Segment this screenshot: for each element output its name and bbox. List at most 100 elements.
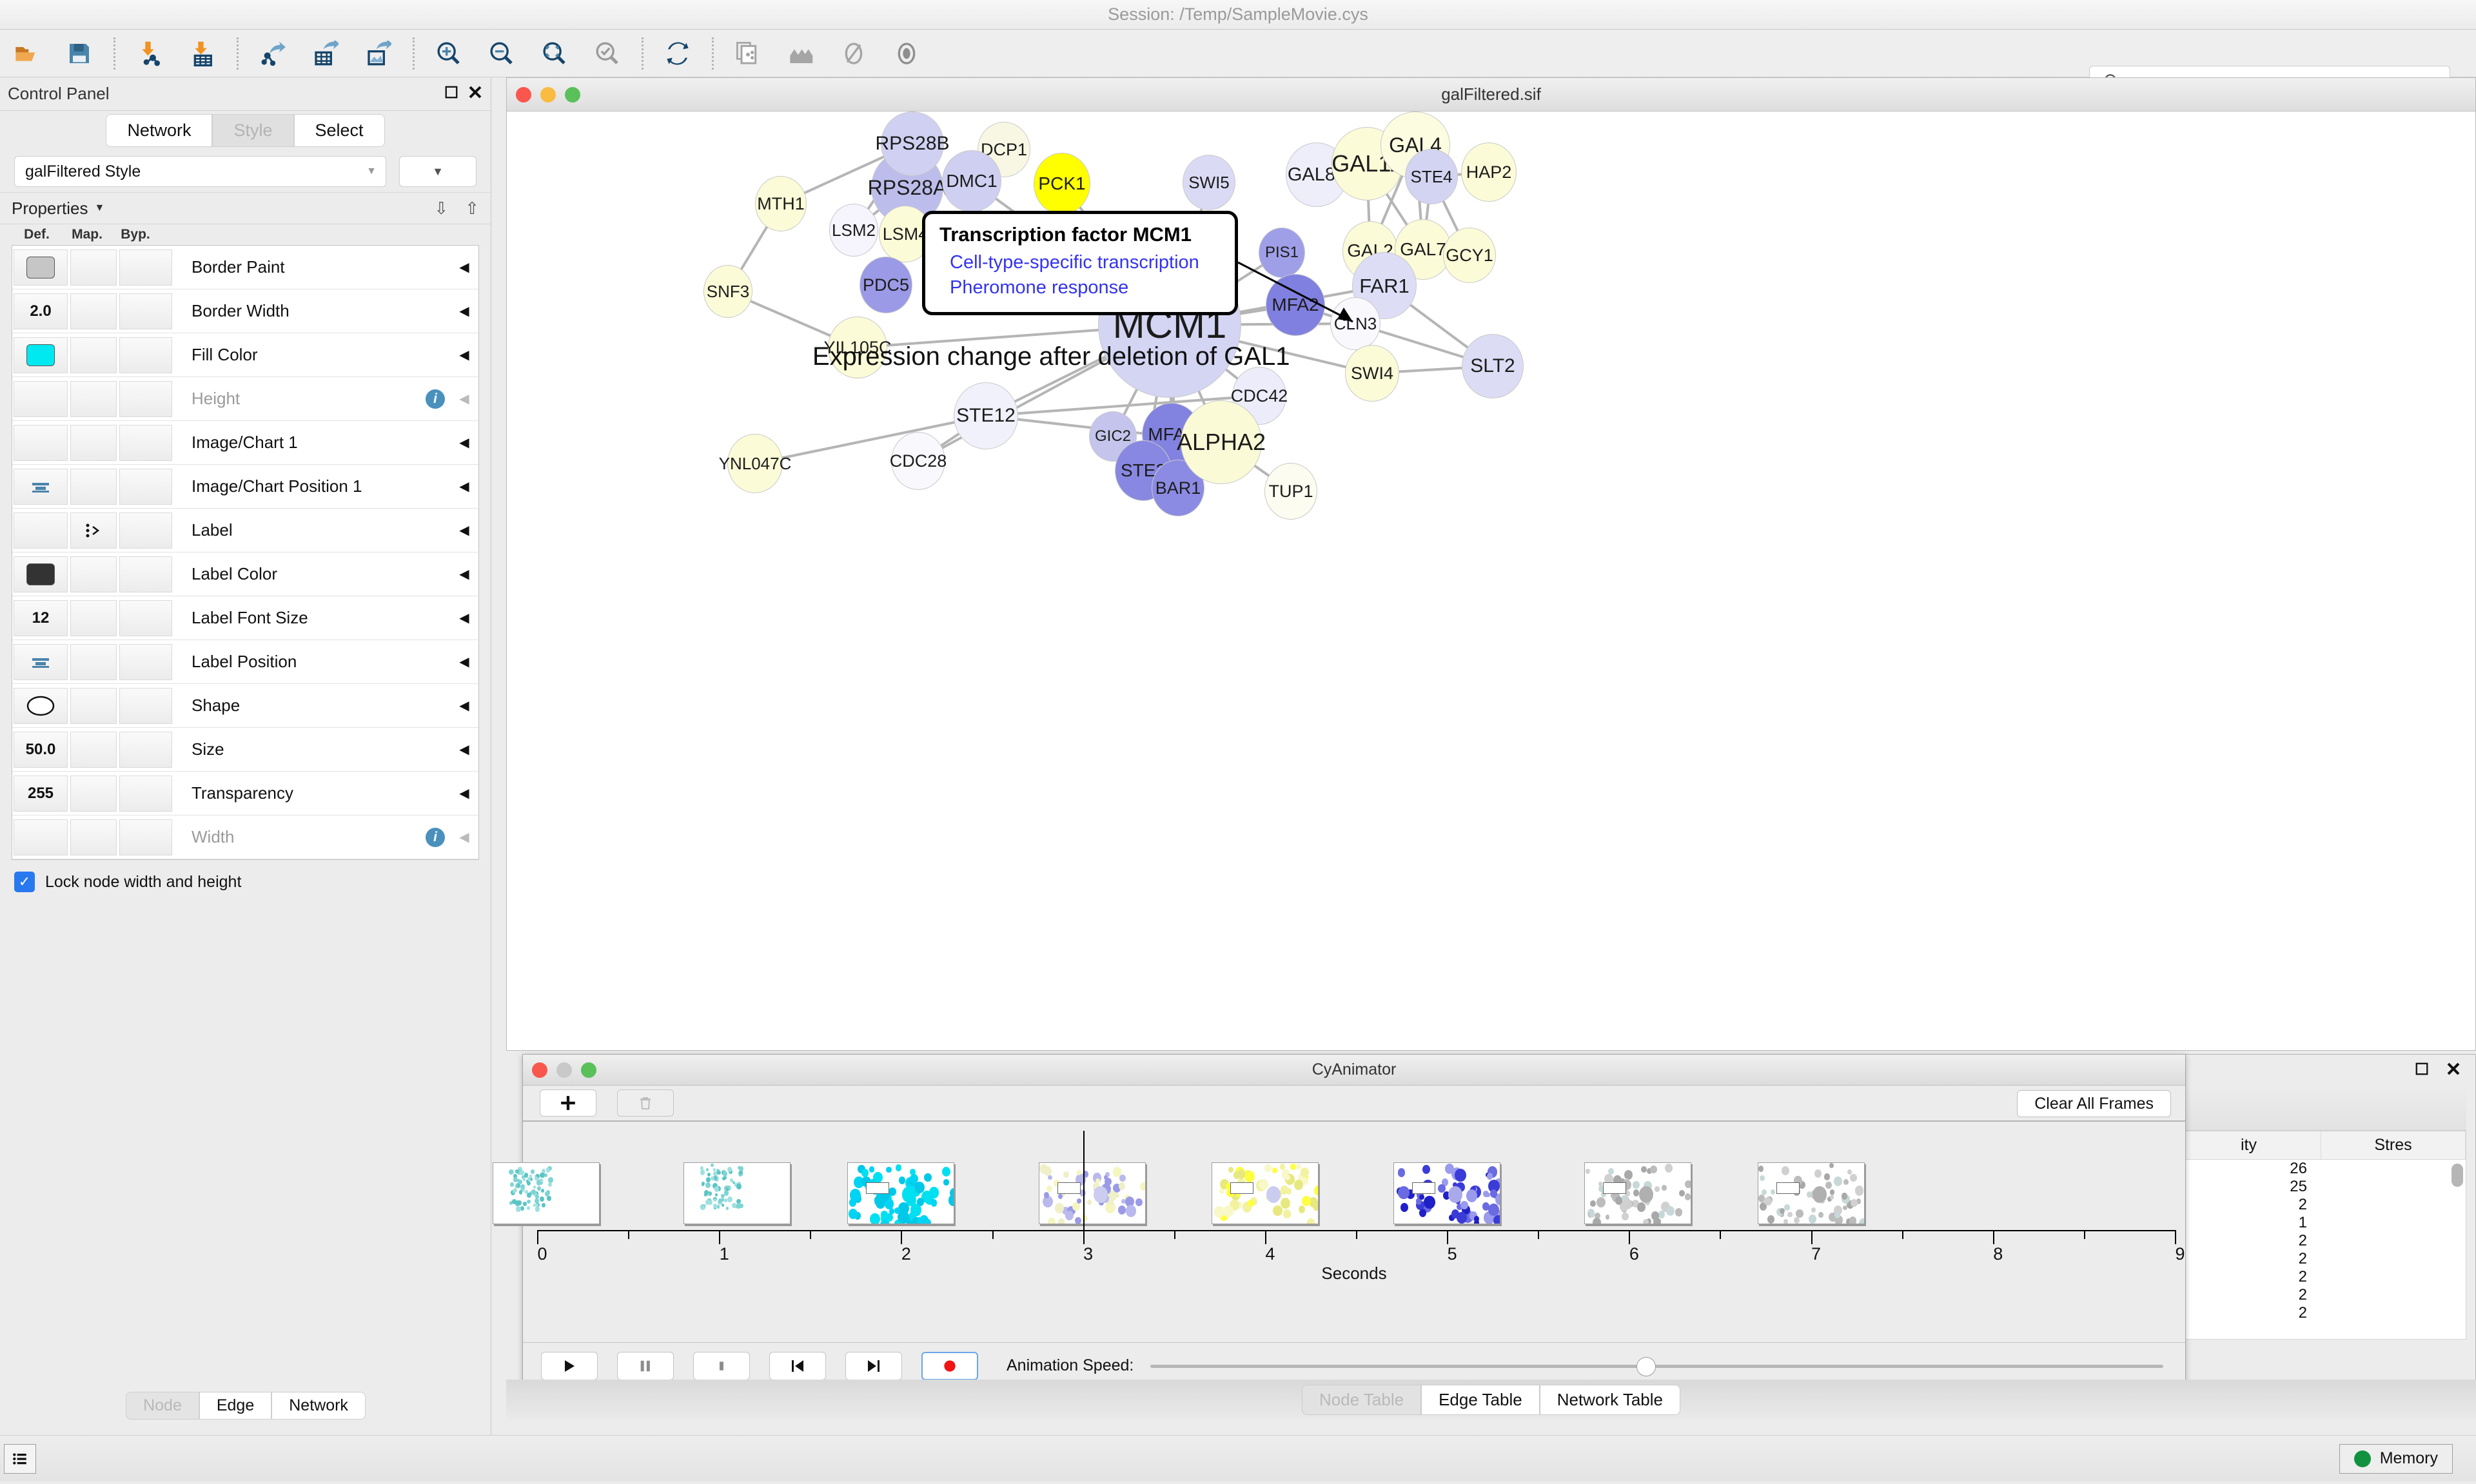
network-node[interactable]: ALPHA2 [1177,400,1266,484]
property-bypass-cell[interactable] [119,600,172,636]
property-row[interactable]: Shape ◀ [12,684,478,728]
frame-thumbnail[interactable] [493,1162,600,1224]
table-row[interactable]: 26 [2177,1160,2466,1178]
property-bypass-cell[interactable] [119,468,172,505]
network-node[interactable]: RPS28B [875,112,950,176]
table-row[interactable]: 2 [2177,1304,2466,1322]
table-row[interactable]: 2 [2177,1232,2466,1250]
property-mapping-cell[interactable] [70,775,117,812]
collapse-all-icon[interactable]: ⇧ [465,198,479,218]
maximize-window-button[interactable] [565,86,580,103]
pause-button[interactable] [617,1351,674,1380]
frame-thumbnail[interactable] [683,1162,791,1224]
hide-selected-icon[interactable] [827,32,880,75]
network-node[interactable]: HAP2 [1461,142,1517,202]
property-row[interactable]: Label Color ◀ [12,552,478,596]
property-row[interactable]: Border Paint ◀ [12,246,478,289]
property-bypass-cell[interactable] [119,819,172,855]
tab-network-style[interactable]: Network [271,1392,366,1420]
frame-thumbnail[interactable] [847,1162,955,1224]
style-options-menu-button[interactable]: ▼ [399,156,477,187]
frame-thumbnail[interactable] [1757,1162,1865,1224]
property-row[interactable]: Label Position ◀ [12,640,478,684]
property-row[interactable]: Width i ◀ [12,815,478,859]
expand-arrow-icon[interactable]: ◀ [459,523,469,538]
group-nodes-icon[interactable] [774,32,827,75]
property-row[interactable]: 2.0 Border Width ◀ [12,289,478,333]
network-node[interactable]: SWI4 [1345,345,1399,402]
property-row[interactable]: Label ◀ [12,509,478,552]
network-node[interactable]: MTH1 [755,176,807,231]
table-row[interactable]: 1 [2177,1214,2466,1232]
table-panel-grid[interactable]: ity Stres 26 25 2 1 2 2 2 2 2 [2176,1131,2466,1340]
color-swatch[interactable] [26,563,55,585]
property-bypass-cell[interactable] [119,337,172,373]
table-scrollbar-thumb[interactable] [2451,1164,2463,1187]
fit-selected-icon[interactable] [528,32,581,75]
property-default-cell[interactable] [14,380,68,417]
network-node[interactable]: YIL105C [823,317,892,378]
table-row[interactable]: 2 [2177,1268,2466,1286]
property-bypass-cell[interactable] [119,512,172,549]
property-row[interactable]: 50.0 Size ◀ [12,728,478,772]
property-mapping-cell[interactable] [70,643,117,680]
property-mapping-cell[interactable] [70,468,117,505]
close-icon[interactable] [2446,1061,2461,1080]
property-default-cell[interactable] [14,687,68,724]
info-icon[interactable]: i [426,827,445,847]
property-bypass-cell[interactable] [119,556,172,592]
export-image-icon[interactable] [352,32,405,75]
column-header-stress[interactable]: Stres [2321,1131,2466,1159]
maximize-window-button[interactable] [581,1062,596,1078]
network-node[interactable]: YNL047C [719,434,791,493]
network-node[interactable]: STE4 [1405,149,1458,204]
network-node[interactable]: DMC1 [942,150,1001,212]
network-node[interactable]: LSM2 [829,204,878,257]
export-table-icon[interactable] [299,32,352,75]
frame-thumbnail[interactable] [1211,1162,1319,1224]
property-mapping-cell[interactable] [70,337,117,373]
zoom-out-icon[interactable] [475,32,528,75]
tab-edge-table[interactable]: Edge Table [1421,1384,1540,1415]
expand-arrow-icon[interactable]: ◀ [459,436,469,450]
animation-speed-slider[interactable] [1150,1352,2163,1380]
property-default-cell[interactable] [14,819,68,855]
frame-thumbnail[interactable] [1584,1162,1692,1224]
expand-arrow-icon[interactable]: ◀ [459,830,469,845]
property-mapping-cell[interactable] [70,249,117,286]
expand-arrow-icon[interactable]: ◀ [459,611,469,625]
property-mapping-cell[interactable] [70,293,117,329]
prev-frame-button[interactable] [769,1351,826,1380]
annotation-box[interactable]: Transcription factor MCM1 Cell-type-spec… [922,211,1238,316]
open-file-icon[interactable] [0,32,53,75]
expand-arrow-icon[interactable]: ◀ [459,567,469,581]
property-row[interactable]: Height i ◀ [12,377,478,421]
close-icon[interactable] [467,84,483,103]
property-default-cell[interactable] [14,249,68,286]
table-row[interactable]: 2 [2177,1286,2466,1304]
expand-arrow-icon[interactable]: ◀ [459,743,469,757]
property-row[interactable]: Image/Chart Position 1 ◀ [12,465,478,509]
property-default-cell[interactable] [14,643,68,680]
play-button[interactable] [541,1351,598,1380]
property-row[interactable]: 12 Label Font Size ◀ [12,596,478,640]
new-network-icon[interactable] [722,32,774,75]
network-node[interactable]: GCY1 [1443,228,1496,283]
import-network-icon[interactable] [123,32,176,75]
property-default-cell[interactable] [14,556,68,592]
network-node[interactable]: STE12 [954,382,1018,449]
network-node[interactable]: CDC28 [890,432,947,490]
restore-icon[interactable] [444,85,458,103]
property-mapping-cell[interactable] [70,424,117,461]
stop-button[interactable] [693,1351,750,1380]
fit-network-icon[interactable] [581,32,634,75]
expand-all-icon[interactable]: ⇩ [434,198,449,218]
property-mapping-cell[interactable] [70,731,117,768]
expand-arrow-icon[interactable]: ◀ [459,392,469,406]
property-bypass-cell[interactable] [119,731,172,768]
property-default-cell[interactable] [14,424,68,461]
network-canvas[interactable]: MTH1 LSM2 RPS28A RPS28B DCP1 DMC1 PCK1 SWI5 GAL8… [507,112,2475,1050]
close-window-button[interactable] [532,1062,547,1078]
minimize-window-button[interactable] [556,1062,572,1078]
color-swatch[interactable] [26,256,55,278]
